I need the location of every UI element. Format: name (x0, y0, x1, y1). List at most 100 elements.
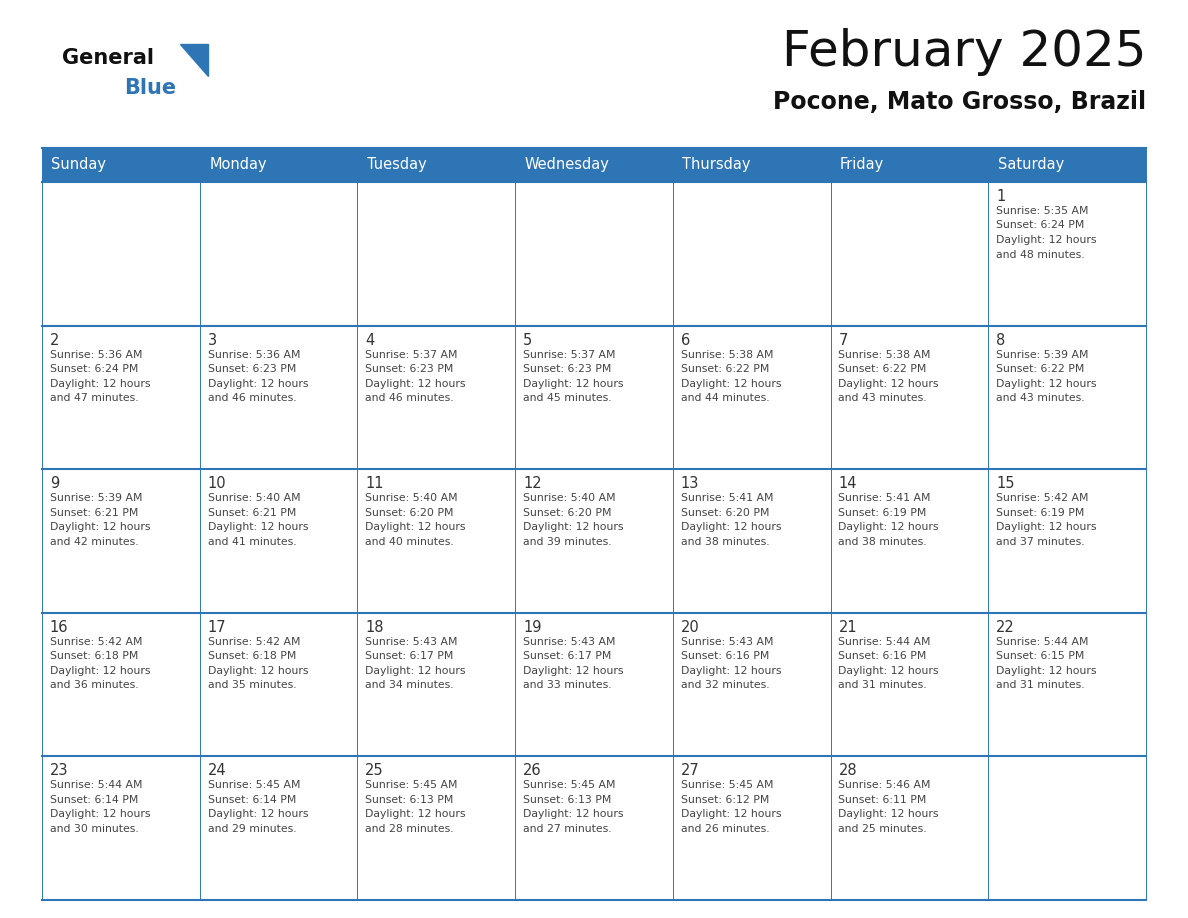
Text: Sunset: 6:16 PM: Sunset: 6:16 PM (839, 651, 927, 661)
Text: Sunrise: 5:40 AM: Sunrise: 5:40 AM (523, 493, 615, 503)
Text: Sunrise: 5:45 AM: Sunrise: 5:45 AM (681, 780, 773, 790)
Text: Sunset: 6:17 PM: Sunset: 6:17 PM (523, 651, 612, 661)
Text: Daylight: 12 hours: Daylight: 12 hours (208, 522, 308, 532)
Text: Sunset: 6:11 PM: Sunset: 6:11 PM (839, 795, 927, 805)
Bar (516, 756, 672, 900)
Text: Daylight: 12 hours: Daylight: 12 hours (208, 666, 308, 676)
Text: Saturday: Saturday (998, 158, 1064, 173)
Bar (988, 148, 1146, 182)
Text: Sunset: 6:23 PM: Sunset: 6:23 PM (366, 364, 454, 375)
Text: Sunrise: 5:42 AM: Sunrise: 5:42 AM (50, 637, 143, 647)
Text: and 27 minutes.: and 27 minutes. (523, 823, 612, 834)
Text: Daylight: 12 hours: Daylight: 12 hours (50, 666, 151, 676)
Text: Sunrise: 5:44 AM: Sunrise: 5:44 AM (839, 637, 931, 647)
Text: Thursday: Thursday (682, 158, 751, 173)
Text: 15: 15 (997, 476, 1015, 491)
Text: 4: 4 (366, 332, 374, 348)
Text: and 43 minutes.: and 43 minutes. (997, 393, 1085, 403)
Text: Tuesday: Tuesday (367, 158, 426, 173)
Text: Sunset: 6:22 PM: Sunset: 6:22 PM (839, 364, 927, 375)
Text: Sunset: 6:18 PM: Sunset: 6:18 PM (208, 651, 296, 661)
Text: Daylight: 12 hours: Daylight: 12 hours (366, 810, 466, 820)
Bar (42, 148, 200, 182)
Text: Sunrise: 5:42 AM: Sunrise: 5:42 AM (997, 493, 1088, 503)
Text: and 46 minutes.: and 46 minutes. (208, 393, 296, 403)
Text: Pocone, Mato Grosso, Brazil: Pocone, Mato Grosso, Brazil (773, 90, 1146, 114)
Text: and 47 minutes.: and 47 minutes. (50, 393, 139, 403)
Text: 18: 18 (366, 620, 384, 635)
Text: Sunrise: 5:37 AM: Sunrise: 5:37 AM (366, 350, 457, 360)
Bar (42, 756, 200, 900)
Text: and 33 minutes.: and 33 minutes. (523, 680, 612, 690)
Bar (988, 182, 1146, 326)
Bar (672, 326, 830, 469)
Text: and 31 minutes.: and 31 minutes. (997, 680, 1085, 690)
Text: Daylight: 12 hours: Daylight: 12 hours (681, 378, 782, 388)
Text: and 46 minutes.: and 46 minutes. (366, 393, 454, 403)
Text: Sunset: 6:20 PM: Sunset: 6:20 PM (523, 508, 612, 518)
Text: 3: 3 (208, 332, 216, 348)
Text: Daylight: 12 hours: Daylight: 12 hours (997, 522, 1097, 532)
Text: 8: 8 (997, 332, 1005, 348)
Bar (672, 756, 830, 900)
Text: Daylight: 12 hours: Daylight: 12 hours (50, 522, 151, 532)
Text: and 28 minutes.: and 28 minutes. (366, 823, 454, 834)
Bar (42, 613, 200, 756)
Text: Daylight: 12 hours: Daylight: 12 hours (681, 810, 782, 820)
Text: Sunrise: 5:37 AM: Sunrise: 5:37 AM (523, 350, 615, 360)
Bar (358, 326, 516, 469)
Bar (200, 326, 358, 469)
Text: Sunset: 6:24 PM: Sunset: 6:24 PM (997, 220, 1085, 230)
Text: Sunrise: 5:46 AM: Sunrise: 5:46 AM (839, 780, 931, 790)
Text: 11: 11 (366, 476, 384, 491)
Text: Sunrise: 5:44 AM: Sunrise: 5:44 AM (50, 780, 143, 790)
Text: 7: 7 (839, 332, 848, 348)
Text: and 38 minutes.: and 38 minutes. (681, 537, 770, 547)
Bar (200, 756, 358, 900)
Bar (358, 613, 516, 756)
Bar (516, 148, 672, 182)
Text: General: General (62, 48, 154, 68)
Text: Daylight: 12 hours: Daylight: 12 hours (839, 666, 939, 676)
Text: Daylight: 12 hours: Daylight: 12 hours (997, 378, 1097, 388)
Text: Sunset: 6:21 PM: Sunset: 6:21 PM (208, 508, 296, 518)
Text: 22: 22 (997, 620, 1015, 635)
Text: Sunset: 6:14 PM: Sunset: 6:14 PM (50, 795, 138, 805)
Text: and 38 minutes.: and 38 minutes. (839, 537, 927, 547)
Text: and 32 minutes.: and 32 minutes. (681, 680, 770, 690)
Text: Sunrise: 5:40 AM: Sunrise: 5:40 AM (208, 493, 301, 503)
Text: Sunset: 6:13 PM: Sunset: 6:13 PM (523, 795, 612, 805)
Bar (830, 326, 988, 469)
Text: 27: 27 (681, 764, 700, 778)
Text: Sunset: 6:20 PM: Sunset: 6:20 PM (681, 508, 770, 518)
Text: Daylight: 12 hours: Daylight: 12 hours (523, 666, 624, 676)
Text: 13: 13 (681, 476, 699, 491)
Text: and 45 minutes.: and 45 minutes. (523, 393, 612, 403)
Text: Daylight: 12 hours: Daylight: 12 hours (50, 378, 151, 388)
Text: Sunset: 6:22 PM: Sunset: 6:22 PM (997, 364, 1085, 375)
Text: Daylight: 12 hours: Daylight: 12 hours (681, 522, 782, 532)
Text: Daylight: 12 hours: Daylight: 12 hours (839, 378, 939, 388)
Text: Sunrise: 5:36 AM: Sunrise: 5:36 AM (50, 350, 143, 360)
Text: Sunrise: 5:41 AM: Sunrise: 5:41 AM (681, 493, 773, 503)
Text: Daylight: 12 hours: Daylight: 12 hours (523, 378, 624, 388)
Text: 28: 28 (839, 764, 857, 778)
Text: Sunrise: 5:42 AM: Sunrise: 5:42 AM (208, 637, 301, 647)
Bar (672, 182, 830, 326)
Text: Daylight: 12 hours: Daylight: 12 hours (681, 666, 782, 676)
Text: Daylight: 12 hours: Daylight: 12 hours (839, 810, 939, 820)
Text: Daylight: 12 hours: Daylight: 12 hours (523, 522, 624, 532)
Text: Blue: Blue (124, 78, 176, 98)
Bar (42, 469, 200, 613)
Text: and 43 minutes.: and 43 minutes. (839, 393, 927, 403)
Text: Sunset: 6:20 PM: Sunset: 6:20 PM (366, 508, 454, 518)
Bar (358, 148, 516, 182)
Bar (358, 756, 516, 900)
Polygon shape (181, 44, 208, 76)
Text: Sunset: 6:23 PM: Sunset: 6:23 PM (208, 364, 296, 375)
Text: 23: 23 (50, 764, 69, 778)
Text: Sunrise: 5:38 AM: Sunrise: 5:38 AM (839, 350, 931, 360)
Text: Sunrise: 5:35 AM: Sunrise: 5:35 AM (997, 206, 1088, 216)
Bar (830, 469, 988, 613)
Text: Daylight: 12 hours: Daylight: 12 hours (366, 666, 466, 676)
